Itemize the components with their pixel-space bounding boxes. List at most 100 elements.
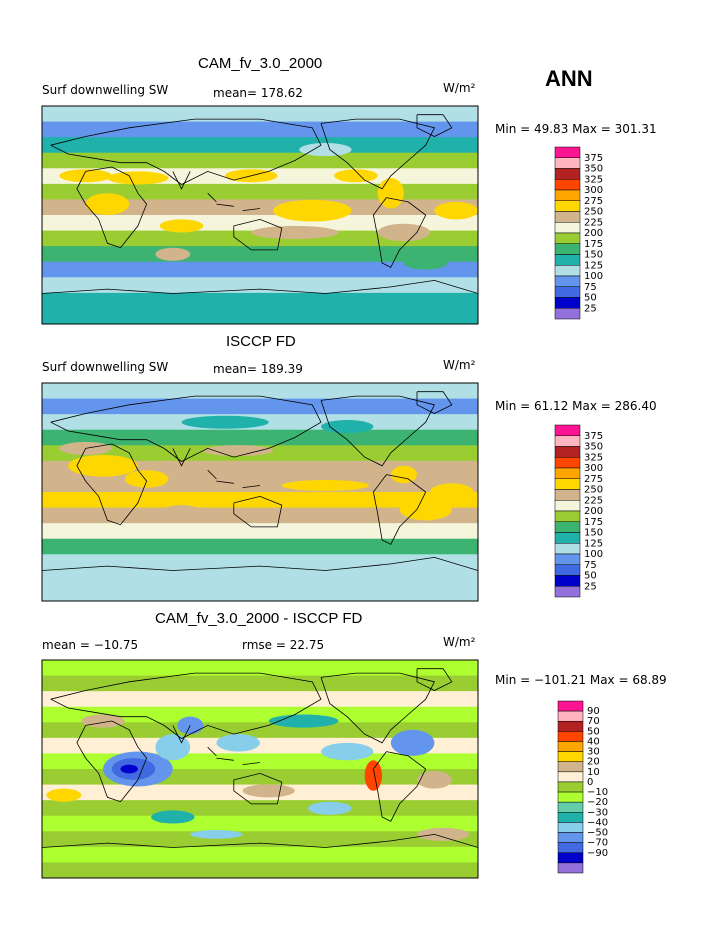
coastline: [42, 279, 478, 294]
lat-band: [42, 152, 478, 170]
colorbar-label: 0: [587, 777, 593, 788]
colorbar-label: 250: [584, 485, 603, 496]
colorbar-label: 50: [587, 726, 600, 737]
panel1-units: W/m²: [443, 81, 476, 95]
colorbar-swatch: [554, 467, 581, 479]
contour-region: [159, 219, 204, 233]
colorbar-label: 275: [584, 474, 603, 485]
coastline: [372, 474, 427, 545]
lat-band: [42, 137, 478, 154]
contour-region: [307, 801, 352, 815]
lat-band: [42, 862, 478, 878]
lat-band: [42, 292, 478, 310]
coastline: [42, 833, 478, 848]
lat-band: [42, 492, 478, 509]
colorbar-label: 225: [584, 495, 603, 506]
colorbar-swatch: [554, 521, 581, 533]
colorbar-label: 375: [584, 153, 603, 164]
coastline: [50, 118, 322, 185]
colorbar-swatch: [557, 852, 584, 864]
colorbar-swatch: [554, 553, 581, 565]
coastline: [320, 672, 435, 744]
lat-band: [42, 183, 478, 201]
contour-region: [120, 764, 138, 774]
panel3-rmse: rmse = 22.75: [242, 638, 325, 652]
contour-region: [124, 470, 169, 488]
colorbar-label: 25: [584, 303, 597, 314]
lat-band: [42, 585, 478, 601]
lat-band: [42, 569, 478, 587]
colorbar-label: 275: [584, 196, 603, 207]
panel1-minmax: Min = 49.83 Max = 301.31: [495, 122, 657, 136]
coastline: [320, 118, 435, 190]
coastline: [207, 469, 217, 480]
contour-region: [85, 193, 130, 216]
panel1-field-label: Surf downwelling SW: [42, 83, 169, 97]
panel1-title: CAM_fv_3.0_2000: [198, 55, 323, 72]
lat-band: [42, 246, 478, 263]
colorbar-swatch: [554, 157, 581, 169]
coastline: [207, 192, 217, 203]
lat-band: [42, 215, 478, 232]
colorbar-label: 75: [584, 560, 597, 571]
coastline: [242, 485, 261, 488]
colorbar-swatch: [554, 489, 581, 501]
coastline: [42, 556, 478, 571]
contour-region: [299, 143, 352, 157]
coastline: [242, 762, 261, 765]
colorbar-swatch: [554, 308, 581, 320]
colorbar-label: 90: [587, 706, 600, 717]
colorbar-2: 3753503253002752502252001751501251007550…: [554, 424, 603, 598]
colorbar-swatch: [554, 478, 581, 490]
coastline: [372, 751, 427, 822]
lat-band: [42, 230, 478, 248]
contour-region: [273, 199, 352, 222]
colorbar-swatch: [557, 842, 584, 854]
colorbar-label: −50: [587, 828, 608, 839]
colorbar-swatch: [557, 781, 584, 793]
contour-region: [46, 788, 82, 802]
lat-band: [42, 507, 478, 525]
colorbar-swatch: [557, 741, 584, 752]
contour-region: [251, 225, 339, 239]
colorbar-swatch: [554, 265, 581, 277]
map-fill-group: [42, 383, 478, 601]
colorbar-label: 70: [587, 716, 600, 727]
colorbar-swatch: [554, 211, 581, 223]
lat-band: [42, 691, 478, 708]
colorbar-swatch: [557, 822, 584, 833]
map-frame: [41, 382, 479, 602]
coastline: [76, 166, 148, 249]
contour-region: [181, 415, 269, 429]
colorbar-swatch: [554, 575, 581, 587]
contour-region: [59, 169, 112, 183]
coastline: [172, 448, 191, 467]
coastline: [216, 757, 234, 761]
contour-region: [334, 169, 378, 183]
panel2-mean: mean= 189.39: [213, 362, 303, 376]
colorbar-swatch: [554, 222, 581, 234]
colorbar-swatch: [554, 146, 581, 158]
lat-band: [42, 675, 478, 693]
coastline: [372, 197, 427, 268]
colorbar-swatch: [557, 862, 584, 874]
colorbar-label: −70: [587, 838, 608, 849]
colorbar-label: −10: [587, 787, 608, 798]
contour-region: [107, 171, 169, 185]
colorbar-swatch: [554, 510, 581, 522]
colorbar-label: 325: [584, 452, 603, 463]
colorbar-label: 30: [587, 747, 600, 758]
colorbar-label: 100: [584, 271, 603, 282]
lat-band: [42, 398, 478, 416]
colorbar-swatch: [554, 189, 581, 201]
map-frame: [41, 105, 479, 325]
season-label: ANN: [545, 66, 593, 91]
coastline: [416, 114, 453, 137]
coastline: [216, 480, 234, 484]
colorbar-1: 3753503253002752502252001751501251007550…: [554, 146, 603, 320]
contour-region: [155, 247, 191, 261]
lat-band: [42, 846, 478, 864]
coastline: [50, 395, 322, 462]
contour-region: [434, 201, 478, 220]
contour-region: [281, 480, 369, 491]
